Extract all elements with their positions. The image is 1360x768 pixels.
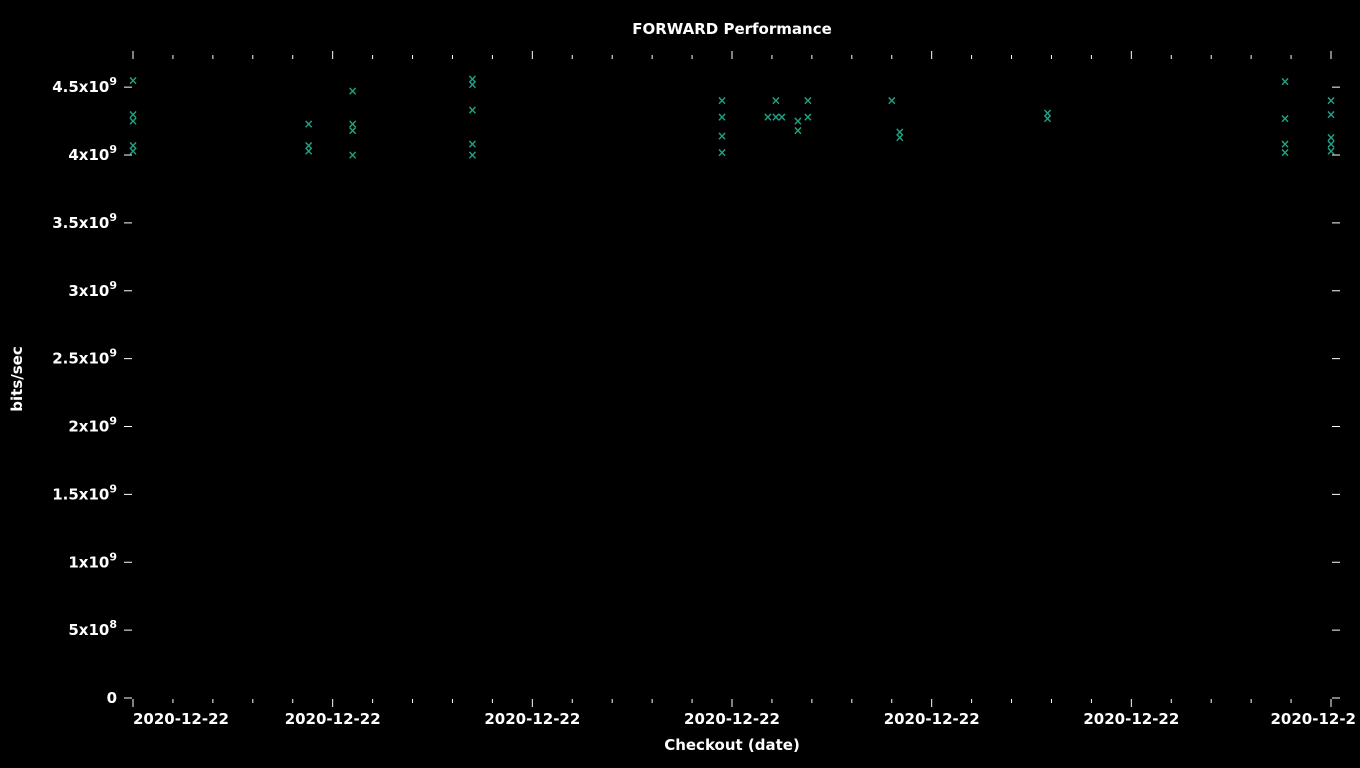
data-point: × <box>1280 75 1290 89</box>
x-tick-label: 2020-12-22 <box>1083 710 1179 728</box>
y-tick-label: 1.5x109 <box>52 482 117 504</box>
x-tick-label: 2020-12-22 <box>133 710 229 728</box>
y-tick-label: 2.5x109 <box>52 346 117 368</box>
data-point: × <box>467 148 477 162</box>
x-tick-label: 2020-12-22 <box>484 710 580 728</box>
y-tick-label: 5x108 <box>68 618 117 640</box>
y-tick-label: 3.5x109 <box>52 210 117 232</box>
data-point: × <box>803 110 813 124</box>
y-tick-label: 0 <box>107 689 117 707</box>
y-tick-label: 2x109 <box>68 414 117 436</box>
data-point: × <box>348 148 358 162</box>
data-point: × <box>717 94 727 108</box>
chart-title: FORWARD Performance <box>632 20 832 38</box>
data-point: × <box>895 130 905 144</box>
data-point: × <box>777 110 787 124</box>
data-point: × <box>1326 94 1336 108</box>
data-point: × <box>1280 111 1290 125</box>
x-tick-label: 2020-12-22 <box>684 710 780 728</box>
data-point: × <box>348 124 358 138</box>
data-point: × <box>128 73 138 87</box>
data-point: × <box>1326 107 1336 121</box>
data-point: × <box>304 117 314 131</box>
data-point: × <box>717 129 727 143</box>
forward-performance-chart: FORWARD Performance 0 5x108 1x109 1.5x109 2x1… <box>0 0 1360 768</box>
y-tick-label: 4x109 <box>68 143 117 165</box>
data-point: × <box>304 144 314 158</box>
y-tick-label: 3x109 <box>68 278 117 300</box>
x-tick-label: 2020-12-2 <box>1270 710 1356 728</box>
data-point: × <box>467 77 477 91</box>
data-point: × <box>128 114 138 128</box>
data-point: × <box>467 103 477 117</box>
data-point: × <box>1326 144 1336 158</box>
data-point: × <box>771 94 781 108</box>
data-point: × <box>803 94 813 108</box>
x-tick-label: 2020-12-22 <box>285 710 381 728</box>
x-axis-label: Checkout (date) <box>664 736 800 754</box>
data-point: × <box>717 145 727 159</box>
data-point: × <box>717 110 727 124</box>
data-point: × <box>348 84 358 98</box>
data-point: × <box>1042 111 1052 125</box>
y-tick-label: 1x109 <box>68 550 117 572</box>
x-tick-label: 2020-12-22 <box>884 710 980 728</box>
y-axis-label: bits/sec <box>8 346 26 411</box>
y-tick-label: 4.5x109 <box>52 75 117 97</box>
data-point: × <box>1280 145 1290 159</box>
data-point: × <box>887 94 897 108</box>
data-point: × <box>128 144 138 158</box>
data-point: × <box>793 124 803 138</box>
